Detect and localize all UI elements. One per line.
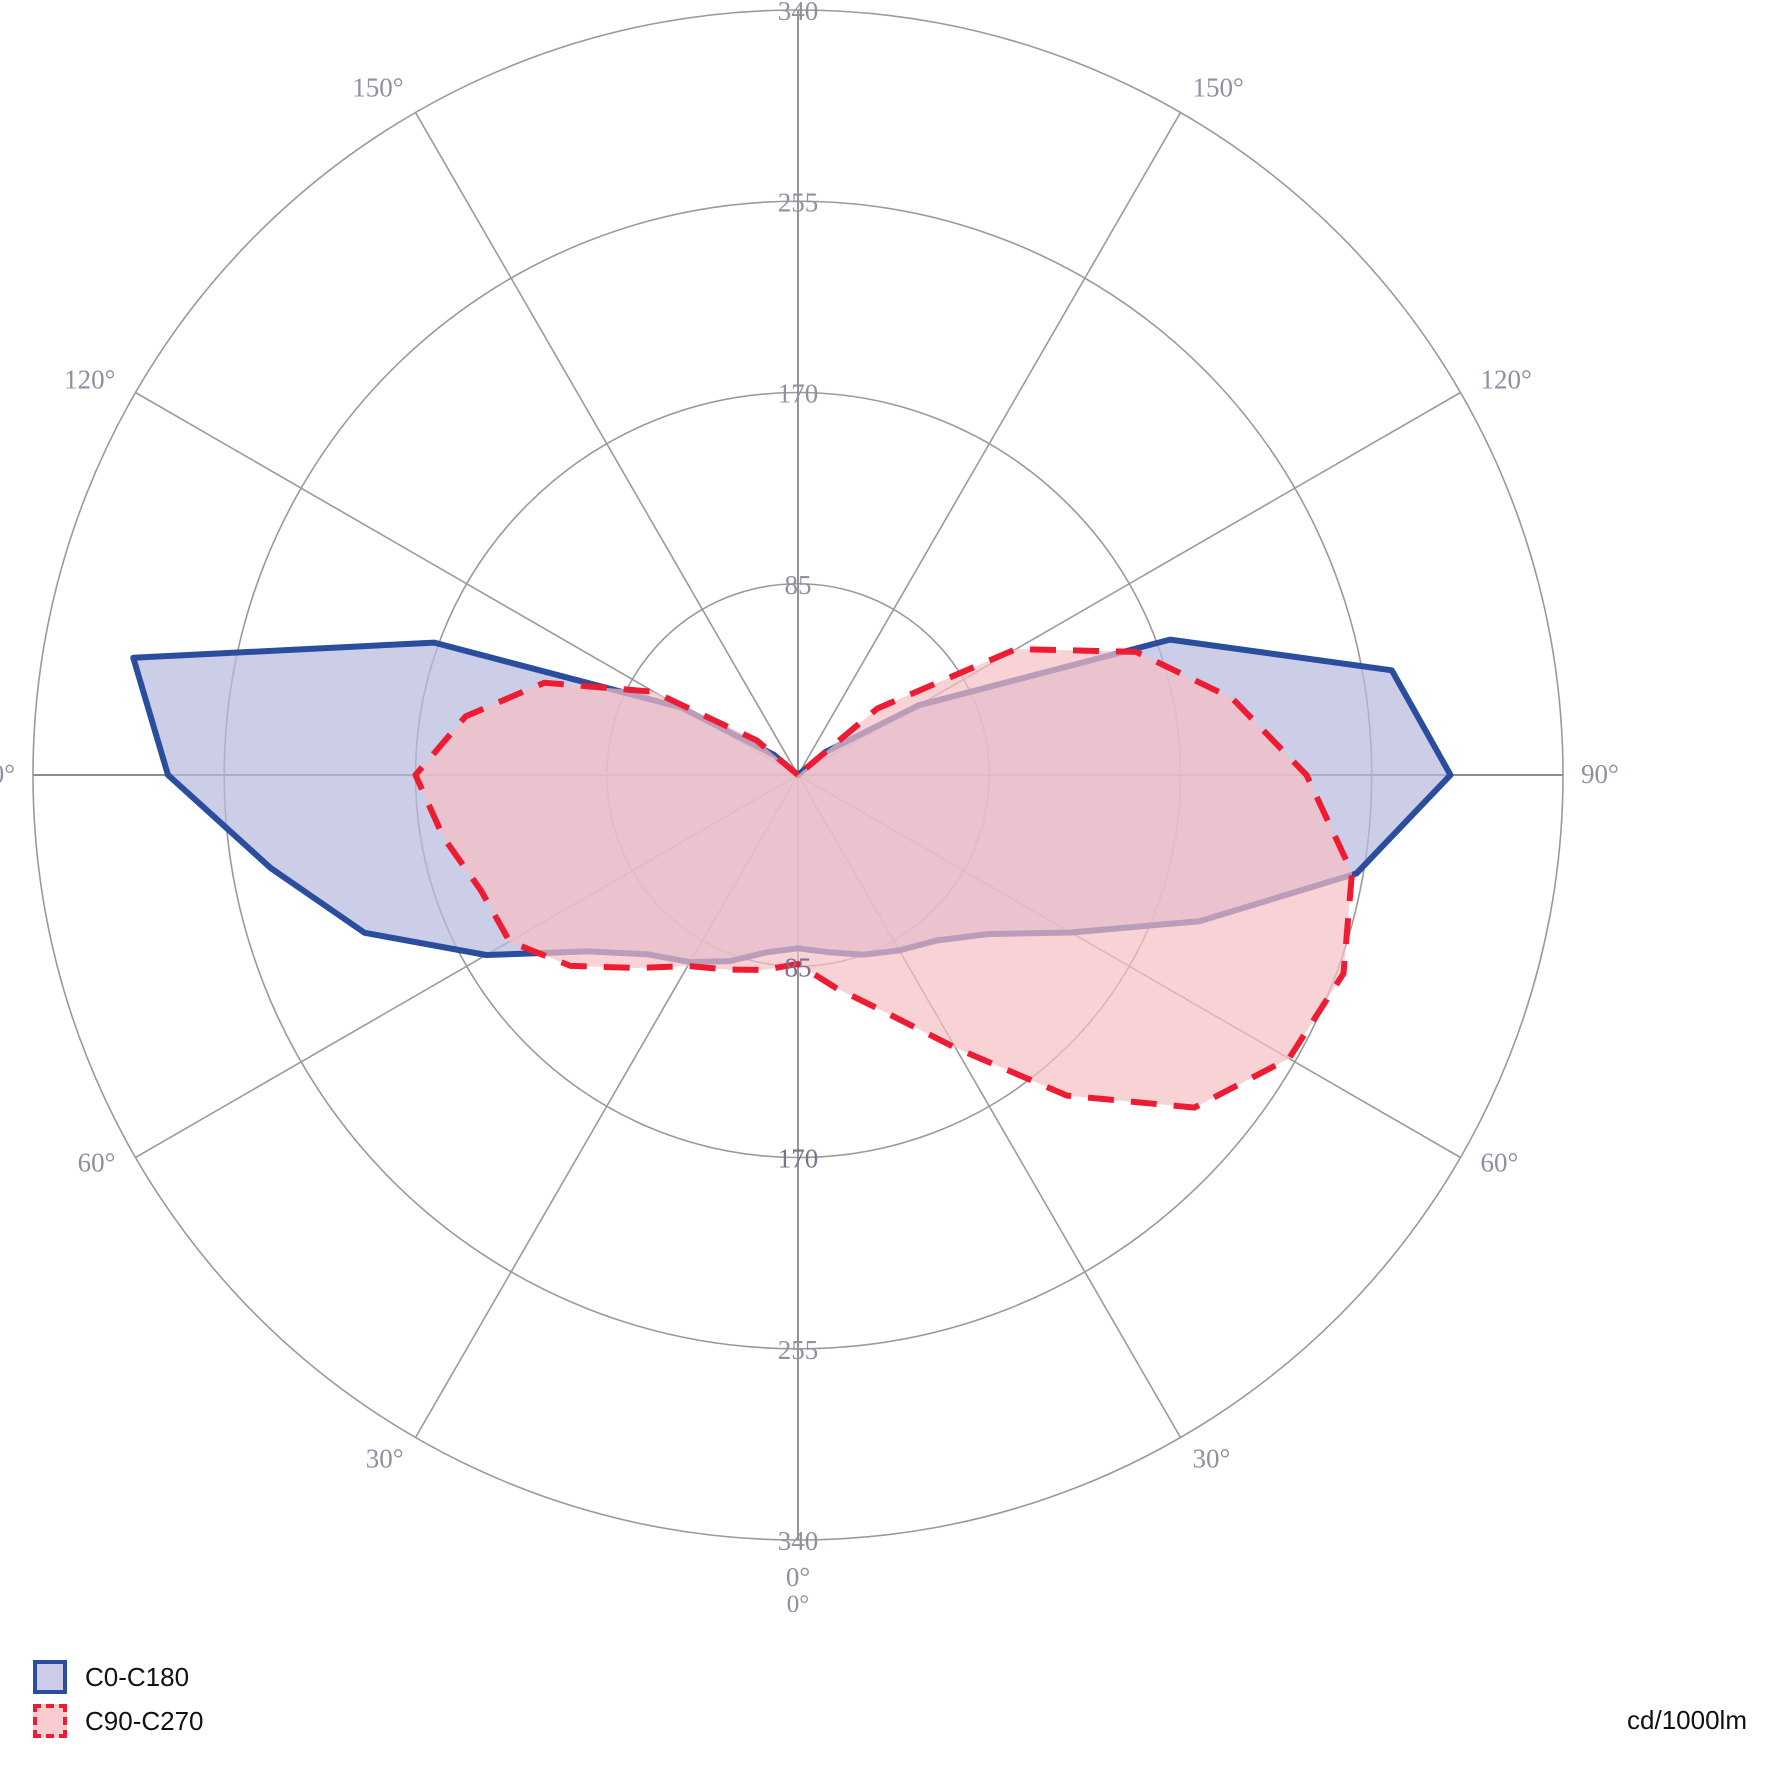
grid-spoke-210: [414, 112, 799, 776]
series-path-c90-c270: [412, 646, 1355, 1111]
angle-label-0: 0°: [786, 1562, 810, 1592]
angle-label-right-90: 90°: [1581, 759, 1619, 789]
radial-tick-up-340: 340: [778, 0, 819, 26]
legend-label-c0-c180: C0-C180: [85, 1661, 190, 1692]
angle-label-left-120: 120°: [64, 365, 115, 395]
angle-label-right-30: 30°: [1193, 1444, 1231, 1474]
angle-label-right-120: 120°: [1481, 365, 1532, 395]
chart-legend: C0-C180 C90-C270: [33, 1655, 204, 1743]
radial-tick-down-255: 255: [778, 1335, 819, 1365]
angle-label-left-150: 150°: [352, 72, 403, 102]
angle-label-right-60: 60°: [1481, 1148, 1519, 1178]
grid-spoke-150: [797, 112, 1182, 776]
angle-origin-label: 0°: [787, 1591, 810, 1618]
radial-tick-up-85: 85: [785, 570, 812, 600]
radial-tick-down-170: 170: [778, 1144, 819, 1174]
radial-tick-down-85: 85: [785, 952, 812, 982]
angle-label-left-60: 60°: [78, 1148, 116, 1178]
radial-tick-up-170: 170: [778, 379, 819, 409]
legend-item-c90-c270[interactable]: C90-C270: [33, 1699, 204, 1743]
legend-item-c0-c180[interactable]: C0-C180: [33, 1655, 204, 1699]
polar-series-group: [130, 636, 1454, 1111]
legend-swatch-c90-c270: [33, 1704, 67, 1738]
units-label: cd/1000lm: [1627, 1705, 1747, 1735]
radial-tick-down-340: 340: [778, 1526, 819, 1556]
polar-tick-text: 8517025534085170255340180°0°90°90°120°12…: [0, 0, 1619, 1618]
radial-tick-up-255: 255: [778, 187, 819, 217]
angle-label-right-150: 150°: [1193, 72, 1244, 102]
legend-label-c90-c270: C90-C270: [85, 1705, 204, 1736]
angle-label-left-30: 30°: [366, 1444, 404, 1474]
angle-label-left-90: 90°: [0, 759, 15, 789]
legend-swatch-c0-c180: [33, 1660, 67, 1694]
